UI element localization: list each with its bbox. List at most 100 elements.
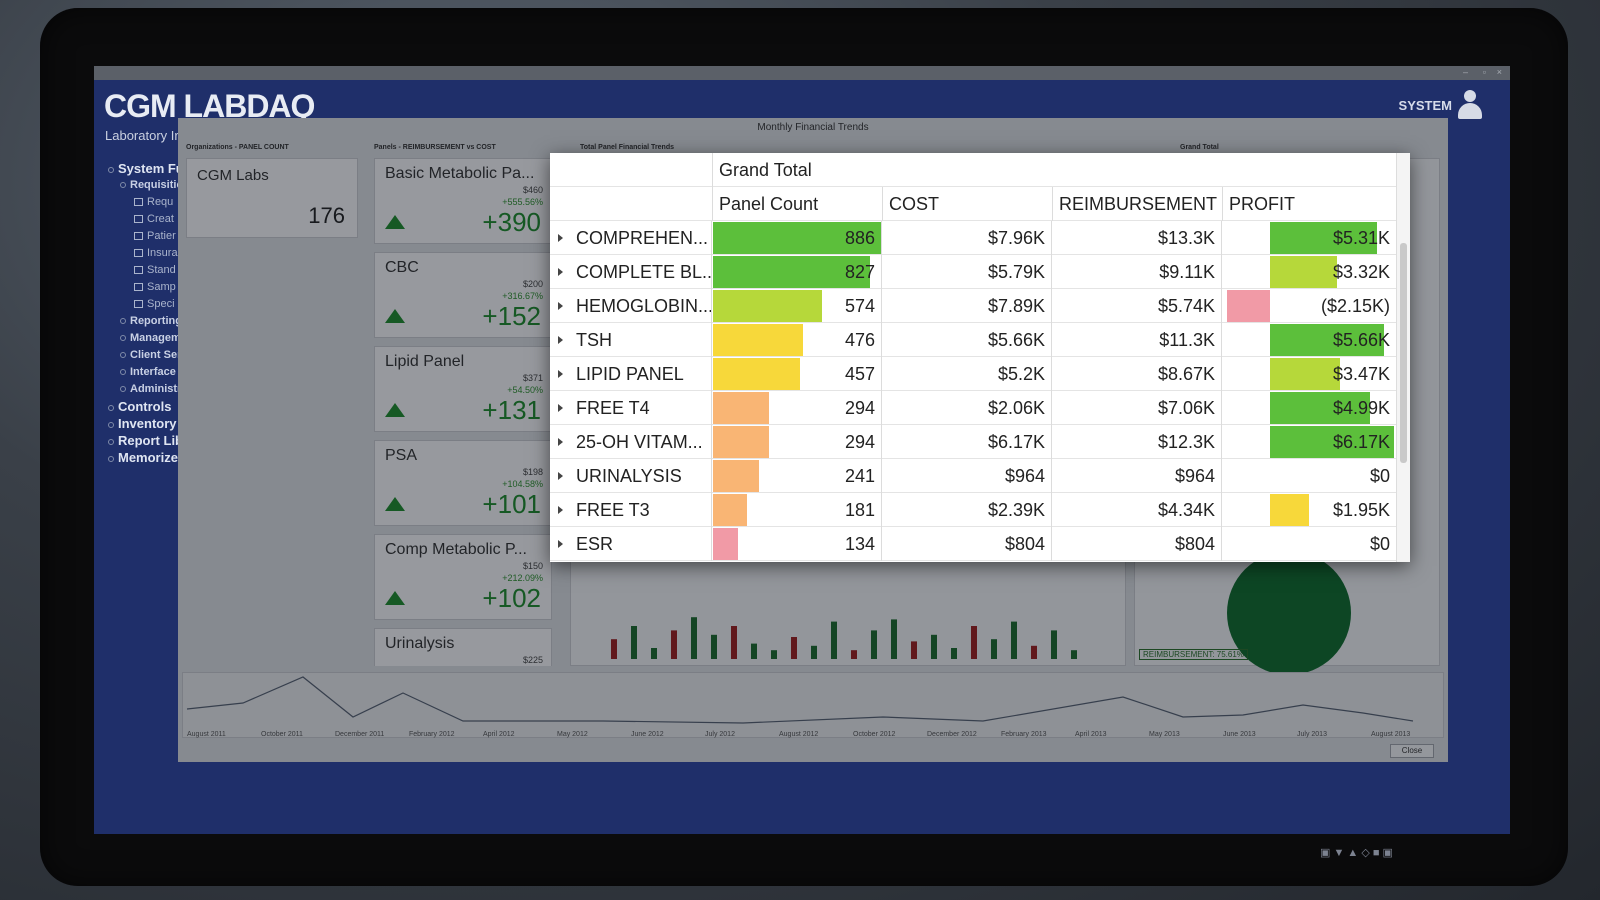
table-row[interactable]: URINALYSIS 241 $964 $964 $0 [550, 459, 1396, 493]
expand-arrow-icon[interactable] [558, 268, 563, 276]
column-header-cost[interactable]: COST [882, 187, 1052, 221]
expand-arrow-icon[interactable] [558, 336, 563, 344]
close-window-button[interactable]: × [1496, 67, 1502, 77]
panel-card[interactable]: Comp Metabolic P... $150 +212.09% +102 [374, 534, 552, 620]
trend-axis-label: August 2013 [1371, 731, 1411, 738]
panel-delta: +390 [482, 207, 541, 237]
user-icon[interactable] [1458, 90, 1482, 120]
bar [711, 634, 717, 659]
sidebar-item[interactable]: Requisitio [94, 177, 178, 194]
minimize-button[interactable]: – [1462, 67, 1468, 77]
row-label[interactable]: FREE T3 [550, 493, 712, 527]
column-header-panel-count[interactable]: Panel Count [712, 187, 882, 221]
trend-axis-label: October 2011 [261, 731, 303, 738]
sidebar-item[interactable]: Controls [94, 398, 178, 415]
expand-arrow-icon[interactable] [558, 404, 563, 412]
sidebar-item[interactable]: Administr [94, 381, 178, 398]
expand-arrow-icon[interactable] [558, 540, 563, 548]
sidebar-item[interactable]: Managem [94, 330, 178, 347]
sidebar-item[interactable]: Inventory [94, 415, 178, 432]
expand-arrow-icon[interactable] [558, 472, 563, 480]
column-header-profit[interactable]: PROFIT [1222, 187, 1396, 221]
sidebar-item-label: Reporting [130, 315, 178, 327]
count-bar [713, 528, 738, 560]
column-header-reimbursement[interactable]: REIMBURSEMENT [1052, 187, 1222, 221]
sidebar-item[interactable]: Creat [94, 211, 178, 228]
expand-arrow-icon[interactable] [558, 302, 563, 310]
expand-icon [120, 318, 126, 325]
trend-up-icon [385, 215, 405, 229]
cost-cell: $5.66K [882, 323, 1052, 357]
sidebar-item[interactable]: Insura [94, 245, 178, 262]
table-row[interactable]: COMPREHEN... 886 $7.96K $13.3K $5.31K [550, 221, 1396, 255]
sidebar-item-label: Insura [147, 247, 178, 259]
row-label[interactable]: TSH [550, 323, 712, 357]
bar-chart-svg [611, 617, 1077, 659]
sidebar-item[interactable]: Requ [94, 194, 178, 211]
trend-up-icon [385, 309, 405, 323]
panel-card[interactable]: Urinalysis $225 [374, 628, 552, 666]
table-row[interactable]: ESR 134 $804 $804 $0 [550, 527, 1396, 561]
dashboard-title: Monthly Financial Trends [757, 122, 869, 133]
panel-card[interactable]: Lipid Panel $371 +54.50% +131 [374, 346, 552, 432]
scrollbar-thumb[interactable] [1400, 243, 1407, 463]
sidebar-item[interactable]: Reporting [94, 313, 178, 330]
trend-up-icon [385, 497, 405, 511]
count-bar [713, 324, 803, 356]
count-bar [713, 460, 759, 492]
reimbursement-cell: $11.3K [1052, 323, 1222, 357]
row-label[interactable]: URINALYSIS [550, 459, 712, 493]
panel-card[interactable]: Basic Metabolic Pa... $460 +555.56% +390 [374, 158, 552, 244]
expand-arrow-icon[interactable] [558, 506, 563, 514]
table-row[interactable]: LIPID PANEL 457 $5.2K $8.67K $3.47K [550, 357, 1396, 391]
row-label[interactable]: HEMOGLOBIN... [550, 289, 712, 323]
panel-name: URINALYSIS [576, 466, 682, 486]
sidebar-item[interactable]: Memorized [94, 449, 178, 466]
row-label[interactable]: 25-OH VITAM... [550, 425, 712, 459]
trend-axis-label: August 2011 [187, 731, 226, 738]
sidebar-item[interactable]: Speci [94, 296, 178, 313]
expand-arrow-icon[interactable] [558, 234, 563, 242]
sidebar-item-label: Requ [147, 196, 174, 208]
cost-cell: $2.39K [882, 493, 1052, 527]
sidebar-item[interactable]: Interface [94, 364, 178, 381]
table-row[interactable]: TSH 476 $5.66K $11.3K $5.66K [550, 323, 1396, 357]
trend-axis-label: July 2013 [1297, 731, 1327, 738]
sidebar-item[interactable]: Client Serv [94, 347, 178, 364]
panel-count-cell: 241 [712, 459, 882, 493]
table-row[interactable]: COMPLETE BL... 827 $5.79K $9.11K $3.32K [550, 255, 1396, 289]
count-bar [713, 392, 769, 424]
grid-scrollbar[interactable] [1396, 153, 1410, 562]
row-label[interactable]: COMPLETE BL... [550, 255, 712, 289]
panel-name: PSA [385, 447, 418, 464]
org-card[interactable]: CGM Labs 176 [186, 158, 358, 238]
sidebar-item[interactable]: Patier [94, 228, 178, 245]
sidebar-item-label: Requisitio [130, 179, 178, 191]
trend-axis-label: May 2012 [557, 731, 588, 738]
panel-card[interactable]: PSA $198 +104.58% +101 [374, 440, 552, 526]
sidebar-item[interactable]: Samp [94, 279, 178, 296]
panel-name: TSH [576, 330, 612, 350]
panel-percent: +212.09% [502, 573, 543, 583]
row-label[interactable]: COMPREHEN... [550, 221, 712, 255]
grid-group-header: Grand Total [712, 153, 1396, 187]
maximize-button[interactable]: ▫ [1482, 67, 1486, 77]
row-label[interactable]: FREE T4 [550, 391, 712, 425]
table-row[interactable]: FREE T3 181 $2.39K $4.34K $1.95K [550, 493, 1396, 527]
table-row[interactable]: FREE T4 294 $2.06K $7.06K $4.99K [550, 391, 1396, 425]
row-label[interactable]: LIPID PANEL [550, 357, 712, 391]
panel-card[interactable]: CBC $200 +316.67% +152 [374, 252, 552, 338]
sidebar-item[interactable]: Stand [94, 262, 178, 279]
trend-axis-label: April 2013 [1075, 731, 1107, 738]
table-row[interactable]: 25-OH VITAM... 294 $6.17K $12.3K $6.17K [550, 425, 1396, 459]
trend-up-icon [385, 403, 405, 417]
sidebar-item[interactable]: Report Lib [94, 432, 178, 449]
table-row[interactable]: HEMOGLOBIN... 574 $7.89K $5.74K ($2.15K) [550, 289, 1396, 323]
expand-arrow-icon[interactable] [558, 370, 563, 378]
expand-arrow-icon[interactable] [558, 438, 563, 446]
item-icon [134, 283, 143, 292]
sidebar-item[interactable]: System Fu [94, 160, 178, 177]
row-label[interactable]: ESR [550, 527, 712, 561]
close-button[interactable]: Close [1390, 744, 1434, 758]
bar [871, 630, 877, 659]
